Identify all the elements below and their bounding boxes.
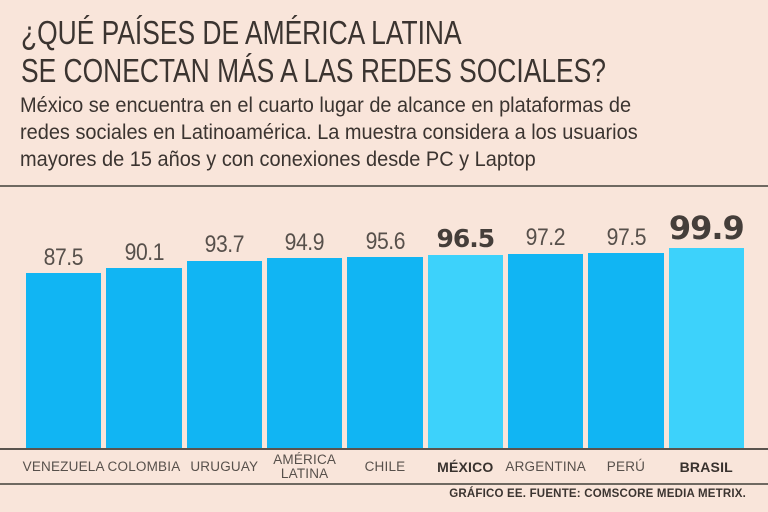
page-subtitle: México se encuentra en el cuarto lugar d… [20,92,638,173]
bar-column: 96.5 [427,223,503,448]
bar-category-label: COLOMBIA [107,458,181,474]
bar-column: 97.2 [507,224,584,448]
bar [106,267,182,448]
bar-category-label: CHILE [364,458,406,474]
footer-divider [0,483,768,485]
source-credit: GRÁFICO EE. FUENTE: COMSCORE MEDIA METRI… [449,488,746,500]
page-title-line2: SE CONECTAN MÁS A LAS REDES SOCIALES? [21,52,606,89]
bar-value-label: 97.5 [606,223,646,251]
x-axis-line [0,448,768,450]
bar-value-label: 95.6 [365,227,405,255]
bar-column: 90.1 [106,238,182,448]
bar [427,255,503,448]
subtitle-line2: redes sociales en Latinoamérica. La mues… [20,121,638,144]
bar-category-label: BRASIL [679,458,733,475]
bar-category-label: ARGENTINA [505,458,586,474]
bar-value-label: 93.7 [204,231,245,259]
bar [507,253,584,448]
bar [26,273,102,448]
bar [588,253,664,448]
bar-column: 87.5 [26,243,102,448]
bar-value-label: 94.9 [284,229,325,257]
page-title: ¿QUÉ PAÍSES DE AMÉRICA LATINA SE CONECTA… [21,14,606,90]
bars-row: 87.5 90.1 93.7 94.9 95.6 96.5 97.2 97.5 99.9 [26,209,745,448]
bar-column: 97.5 [588,223,664,448]
bar-value-label: 90.1 [124,238,164,266]
bar-category-label: PERÚ [606,458,646,474]
page-title-line1: ¿QUÉ PAÍSES DE AMÉRICA LATINA [21,14,462,51]
bar-value-label: 96.5 [436,223,495,253]
labels-row: VENEZUELA COLOMBIA URUGUAY AMÉRICA LATINA CH… [22,451,744,481]
bar-category-label: VENEZUELA [22,458,105,474]
bar [347,256,423,448]
bar-value-label: 87.5 [43,243,84,271]
bar-category-label: AMÉRICA LATINA [273,451,337,481]
bar-value-label: 99.9 [668,209,745,248]
bar-category-label: URUGUAY [190,458,259,474]
bar-column: 93.7 [186,231,262,448]
bar [266,258,343,448]
subtitle-line3: mayores de 15 años y con conexiones desd… [20,148,536,171]
bar-category-label: MÉXICO [437,458,494,475]
bar-column: 94.9 [266,229,343,448]
header-divider [0,185,768,187]
bar [186,260,262,448]
subtitle-line1: México se encuentra en el cuarto lugar d… [20,94,632,117]
bar-value-label: 97.2 [525,224,566,252]
bar [668,248,744,448]
bar-column: 95.6 [347,227,423,448]
bar-column: 99.9 [668,209,745,448]
